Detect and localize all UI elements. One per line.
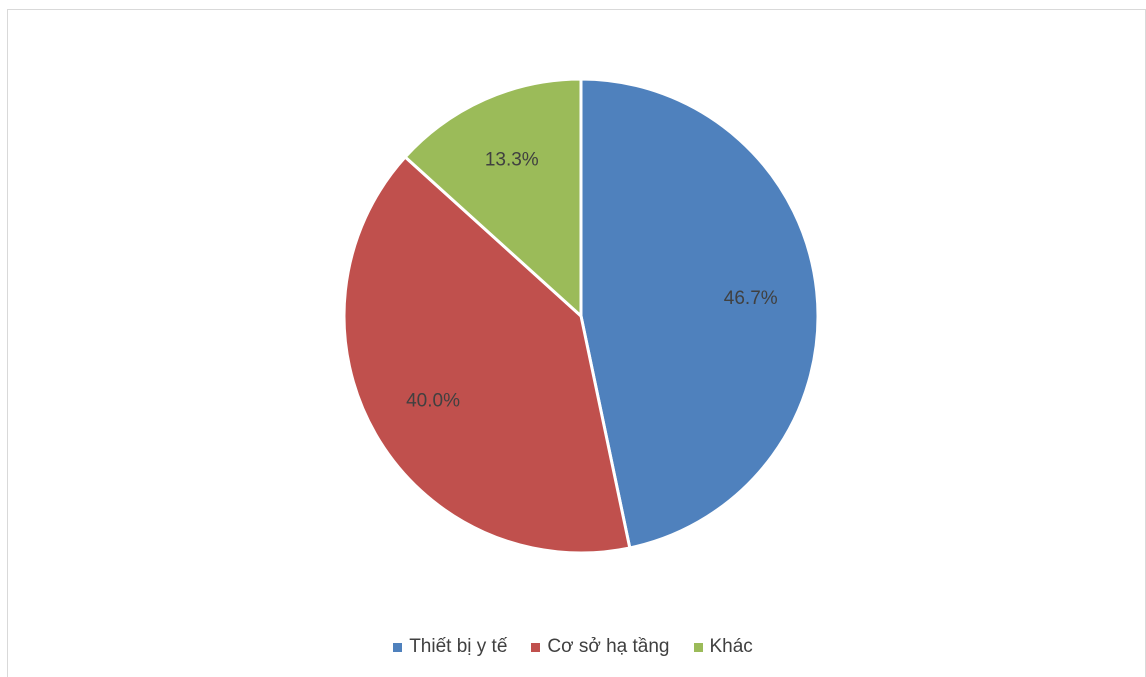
pie-data-label-0: 46.7% xyxy=(724,288,778,309)
pie-slices xyxy=(342,77,820,555)
legend-swatch-1 xyxy=(531,642,541,652)
legend-swatch-2 xyxy=(693,642,703,652)
legend-swatch-0 xyxy=(393,642,403,652)
chart-legend: Thiết bị y tế Cơ sở hạ tầng Khác xyxy=(0,636,1146,658)
pie-data-label-2: 13.3% xyxy=(485,150,539,171)
legend-item-2: Khác xyxy=(693,636,753,658)
pie-slice-1 xyxy=(342,155,632,555)
legend-item-1: Cơ sở hạ tầng xyxy=(531,636,670,658)
pie-slice-0 xyxy=(579,77,820,550)
pie-slice-2 xyxy=(403,77,583,318)
legend-label-2: Khác xyxy=(709,636,753,657)
legend-item-0: Thiết bị y tế xyxy=(393,636,507,658)
pie-data-label-1: 40.0% xyxy=(406,391,460,412)
legend-label-1: Cơ sở hạ tầng xyxy=(547,636,670,657)
pie-data-labels: 46.7% 40.0% 13.3% xyxy=(406,150,778,412)
legend-label-0: Thiết bị y tế xyxy=(409,636,508,657)
